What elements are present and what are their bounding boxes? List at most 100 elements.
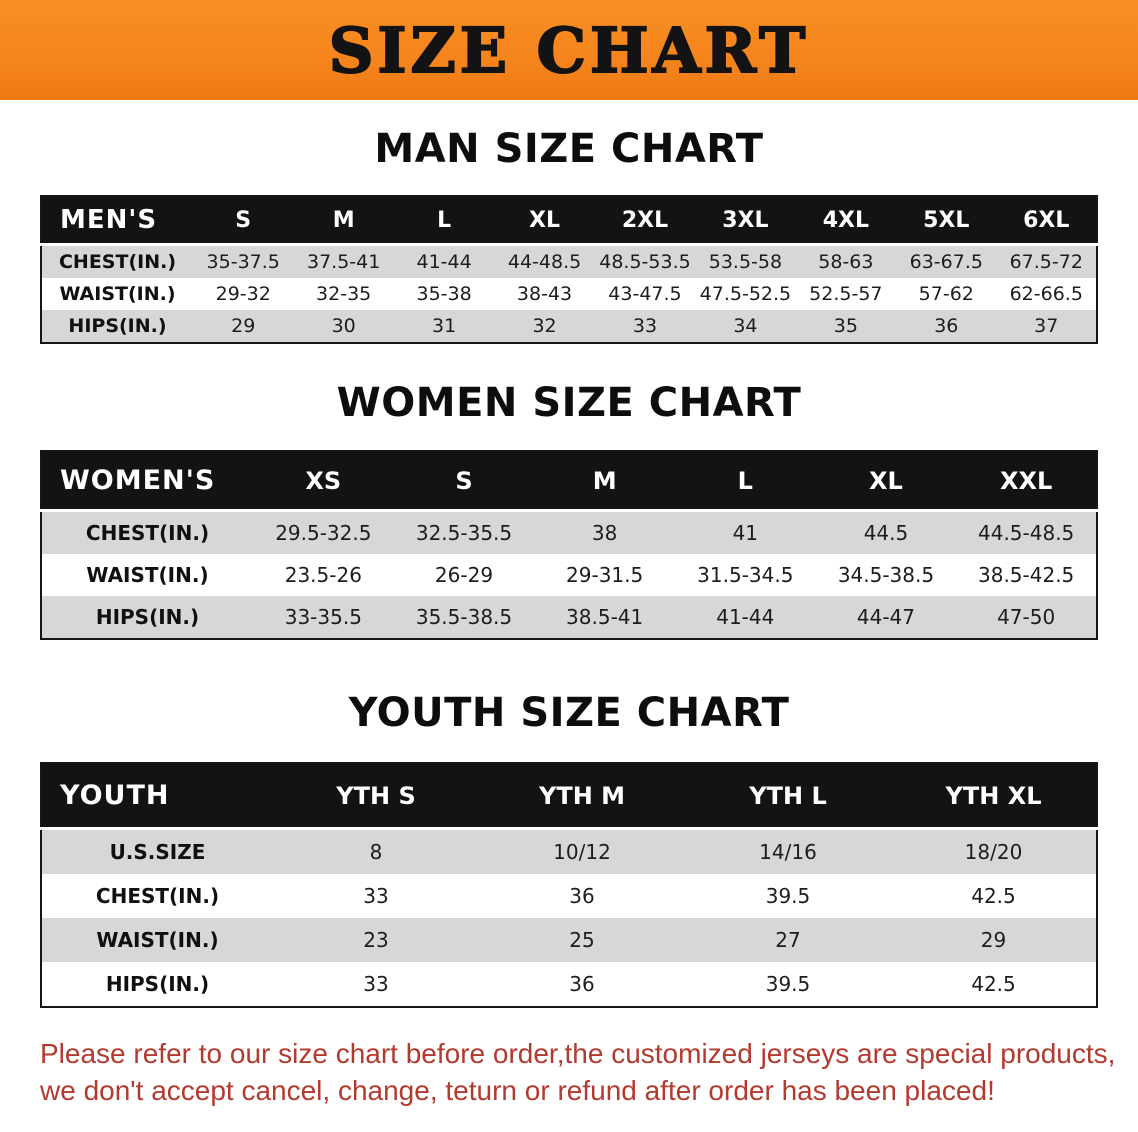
youth-size-col-s: YTH S <box>273 763 479 830</box>
men-waist-cell: 57-62 <box>918 283 974 305</box>
youth-hips-cell: 42.5 <box>971 972 1016 996</box>
youth-hips-row: HIPS(IN.) 33 36 39.5 42.5 <box>41 962 1097 1007</box>
men-hips-cell: 31 <box>432 315 457 337</box>
women-section-heading: WOMEN SIZE CHART <box>336 380 802 426</box>
youth-table-title: YOUTH <box>41 763 273 830</box>
youth-ussize-cell: 14/16 <box>759 840 817 864</box>
youth-chest-label: CHEST(IN.) <box>95 884 220 908</box>
men-hips-cell: 36 <box>934 315 959 337</box>
women-size-table: WOMEN'S XS S M L XL XXL CHEST(IN.) 29.5-… <box>40 450 1098 640</box>
women-hips-cell: 38.5-41 <box>566 605 644 629</box>
youth-ussize-cell: 8 <box>369 840 383 864</box>
men-waist-cell: 43-47.5 <box>608 283 682 305</box>
men-chest-cell: 63-67.5 <box>909 251 983 273</box>
men-hips-cell: 29 <box>231 315 256 337</box>
men-chest-cell: 53.5-58 <box>708 251 783 273</box>
youth-hips-cell: 36 <box>569 972 595 996</box>
men-size-col-l: L <box>393 196 495 246</box>
youth-waist-label: WAIST(IN.) <box>96 928 219 952</box>
women-header-row: WOMEN'S XS S M L XL XXL <box>41 451 1097 512</box>
men-chest-cell: 48.5-53.5 <box>599 251 691 273</box>
women-hips-cell: 41-44 <box>716 605 775 629</box>
women-waist-cell: 26-29 <box>434 563 494 587</box>
men-hips-label: HIPS(IN.) <box>68 315 167 337</box>
men-table-title: MEN'S <box>41 196 193 246</box>
page-title: SIZE CHART <box>328 13 810 88</box>
men-size-col-6xl: 6XL <box>996 196 1097 246</box>
women-chest-cell: 41 <box>732 521 759 545</box>
men-waist-row: WAIST(IN.) 29-32 32-35 35-38 38-43 43-47… <box>41 278 1097 310</box>
youth-chest-cell: 42.5 <box>971 884 1016 908</box>
men-waist-cell: 52.5-57 <box>809 283 883 305</box>
men-size-col-xl: XL <box>494 196 595 246</box>
youth-ussize-label: U.S.SIZE <box>109 840 206 864</box>
women-chest-cell: 29.5-32.5 <box>275 521 372 545</box>
youth-header-row: YOUTH YTH S YTH M YTH L YTH XL <box>41 763 1097 830</box>
youth-chest-cell: 39.5 <box>765 884 811 908</box>
women-waist-cell: 34.5-38.5 <box>837 563 935 587</box>
disclaimer-line-1: Please refer to our size chart before or… <box>40 1038 1116 1069</box>
men-size-table: MEN'S S M L XL 2XL 3XL 4XL 5XL 6XL CHEST… <box>40 195 1098 344</box>
men-chest-cell: 44-48.5 <box>507 251 582 273</box>
men-section: MAN SIZE CHART MEN'S S M L XL 2XL 3XL 4X… <box>0 126 1138 344</box>
size-chart-banner: SIZE CHART <box>0 0 1138 100</box>
youth-ussize-cell: 10/12 <box>553 840 611 864</box>
women-waist-cell: 29-31.5 <box>566 563 644 587</box>
youth-waist-cell: 29 <box>980 928 1007 952</box>
women-chest-cell: 32.5-35.5 <box>415 521 513 545</box>
men-size-col-2xl: 2XL <box>594 196 696 246</box>
women-hips-cell: 35.5-38.5 <box>415 605 513 629</box>
youth-size-col-xl: YTH XL <box>891 763 1097 830</box>
women-size-col-xl: XL <box>815 451 957 512</box>
men-hips-cell: 35 <box>833 315 858 337</box>
men-hips-row: HIPS(IN.) 29 30 31 32 33 34 35 36 37 <box>41 310 1097 343</box>
men-size-col-s: S <box>193 196 294 246</box>
youth-size-col-m: YTH M <box>479 763 685 830</box>
men-chest-cell: 41-44 <box>416 251 472 273</box>
youth-hips-label: HIPS(IN.) <box>105 972 210 996</box>
youth-chest-row: CHEST(IN.) 33 36 39.5 42.5 <box>41 874 1097 918</box>
women-hips-row: HIPS(IN.) 33-35.5 35.5-38.5 38.5-41 41-4… <box>41 596 1097 639</box>
youth-size-table: YOUTH YTH S YTH M YTH L YTH XL U.S.SIZE … <box>40 762 1098 1008</box>
women-hips-label: HIPS(IN.) <box>95 605 200 629</box>
youth-chest-cell: 33 <box>363 884 389 908</box>
youth-chest-cell: 36 <box>569 884 595 908</box>
men-hips-cell: 37 <box>1034 315 1059 337</box>
youth-ussize-cell: 18/20 <box>964 840 1023 864</box>
women-waist-cell: 23.5-26 <box>284 563 362 587</box>
women-size-col-l: L <box>674 451 816 512</box>
women-size-col-xxl: XXL <box>956 451 1097 512</box>
women-table-title: WOMEN'S <box>41 451 253 512</box>
women-hips-cell: 47-50 <box>997 605 1056 629</box>
men-waist-cell: 47.5-52.5 <box>699 283 792 305</box>
men-hips-cell: 33 <box>632 315 658 337</box>
youth-hips-cell: 39.5 <box>765 972 811 996</box>
women-waist-cell: 31.5-34.5 <box>697 563 794 587</box>
men-section-heading: MAN SIZE CHART <box>374 126 764 172</box>
youth-waist-cell: 27 <box>775 928 801 952</box>
disclaimer-line-2: we don't accept cancel, change, teturn o… <box>40 1074 995 1106</box>
youth-hips-cell: 33 <box>363 972 389 996</box>
men-chest-row: CHEST(IN.) 35-37.5 37.5-41 41-44 44-48.5… <box>41 244 1097 278</box>
youth-waist-row: WAIST(IN.) 23 25 27 29 <box>41 918 1097 962</box>
men-hips-cell: 32 <box>532 315 557 337</box>
women-chest-cell: 44.5 <box>863 521 909 545</box>
women-chest-cell: 44.5-48.5 <box>978 521 1075 545</box>
women-size-col-m: M <box>534 451 675 512</box>
men-waist-cell: 29-32 <box>215 283 271 305</box>
men-chest-cell: 37.5-41 <box>306 251 381 273</box>
men-size-col-3xl: 3XL <box>695 196 796 246</box>
women-hips-cell: 44-47 <box>856 605 916 629</box>
women-section: WOMEN SIZE CHART WOMEN'S XS S M L XL XXL <box>0 380 1138 640</box>
men-size-col-4xl: 4XL <box>795 196 897 246</box>
men-waist-label: WAIST(IN.) <box>59 283 176 305</box>
women-size-col-s: S <box>393 451 535 512</box>
women-size-col-xs: XS <box>253 451 394 512</box>
men-waist-cell: 32-35 <box>316 283 372 305</box>
women-waist-cell: 38.5-42.5 <box>978 563 1075 587</box>
women-hips-cell: 33-35.5 <box>284 605 362 629</box>
men-hips-cell: 34 <box>733 315 758 337</box>
men-chest-cell: 58-63 <box>818 251 874 273</box>
men-waist-cell: 35-38 <box>416 283 472 305</box>
